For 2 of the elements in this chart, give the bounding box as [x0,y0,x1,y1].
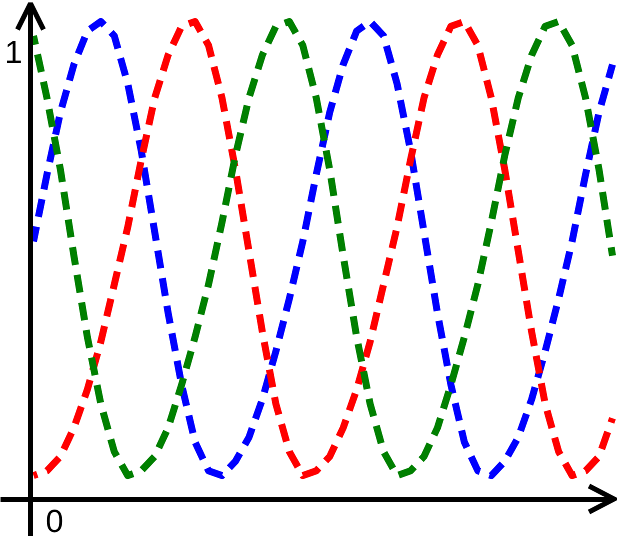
text: 1 [4,34,22,70]
text: 0 [46,503,64,536]
